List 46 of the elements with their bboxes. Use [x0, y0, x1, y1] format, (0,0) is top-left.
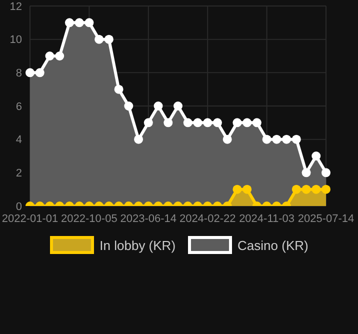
point	[124, 102, 134, 110]
point	[35, 68, 44, 78]
point	[114, 84, 124, 94]
x-tick-label: 2024-02-22	[179, 212, 236, 225]
x-tick-label: 2022-10-05	[61, 212, 118, 225]
point	[55, 52, 64, 60]
x-tick-label: 2025-07-14	[298, 212, 354, 225]
y-tick-label: 6	[16, 100, 22, 113]
point	[45, 52, 54, 60]
point	[154, 102, 163, 110]
y-tick-label: 0	[16, 200, 22, 213]
point	[282, 134, 292, 144]
point	[183, 118, 192, 128]
point	[272, 134, 282, 144]
point	[242, 118, 252, 128]
y-tick-label: 10	[10, 34, 22, 46]
point	[64, 18, 74, 28]
point	[312, 152, 321, 160]
point	[203, 118, 212, 128]
point	[94, 34, 104, 44]
point	[292, 134, 301, 144]
point	[232, 118, 242, 128]
point	[322, 168, 330, 178]
point	[302, 168, 311, 178]
point	[104, 34, 114, 44]
point	[134, 134, 144, 144]
y-tick-label: 12	[10, 0, 22, 13]
x-tick-label: 2024-11-03	[239, 212, 295, 225]
y-tick-label: 2	[16, 168, 22, 180]
y-tick-label: 8	[16, 68, 22, 80]
point	[262, 134, 272, 144]
point	[222, 134, 232, 144]
point	[26, 68, 34, 78]
y-tick-label: 4	[16, 134, 22, 146]
legend-label: In lobby (KR)	[100, 238, 176, 252]
point	[174, 102, 182, 110]
legend-label: Casino (KR)	[238, 238, 308, 252]
point	[193, 118, 202, 128]
x-tick-label: 2023-06-14	[120, 212, 177, 225]
point	[164, 118, 173, 128]
point	[144, 118, 153, 128]
point	[212, 118, 222, 128]
x-tick-label: 2022-01-01	[2, 212, 58, 225]
point	[74, 18, 84, 28]
point	[84, 18, 94, 28]
point	[252, 118, 262, 128]
